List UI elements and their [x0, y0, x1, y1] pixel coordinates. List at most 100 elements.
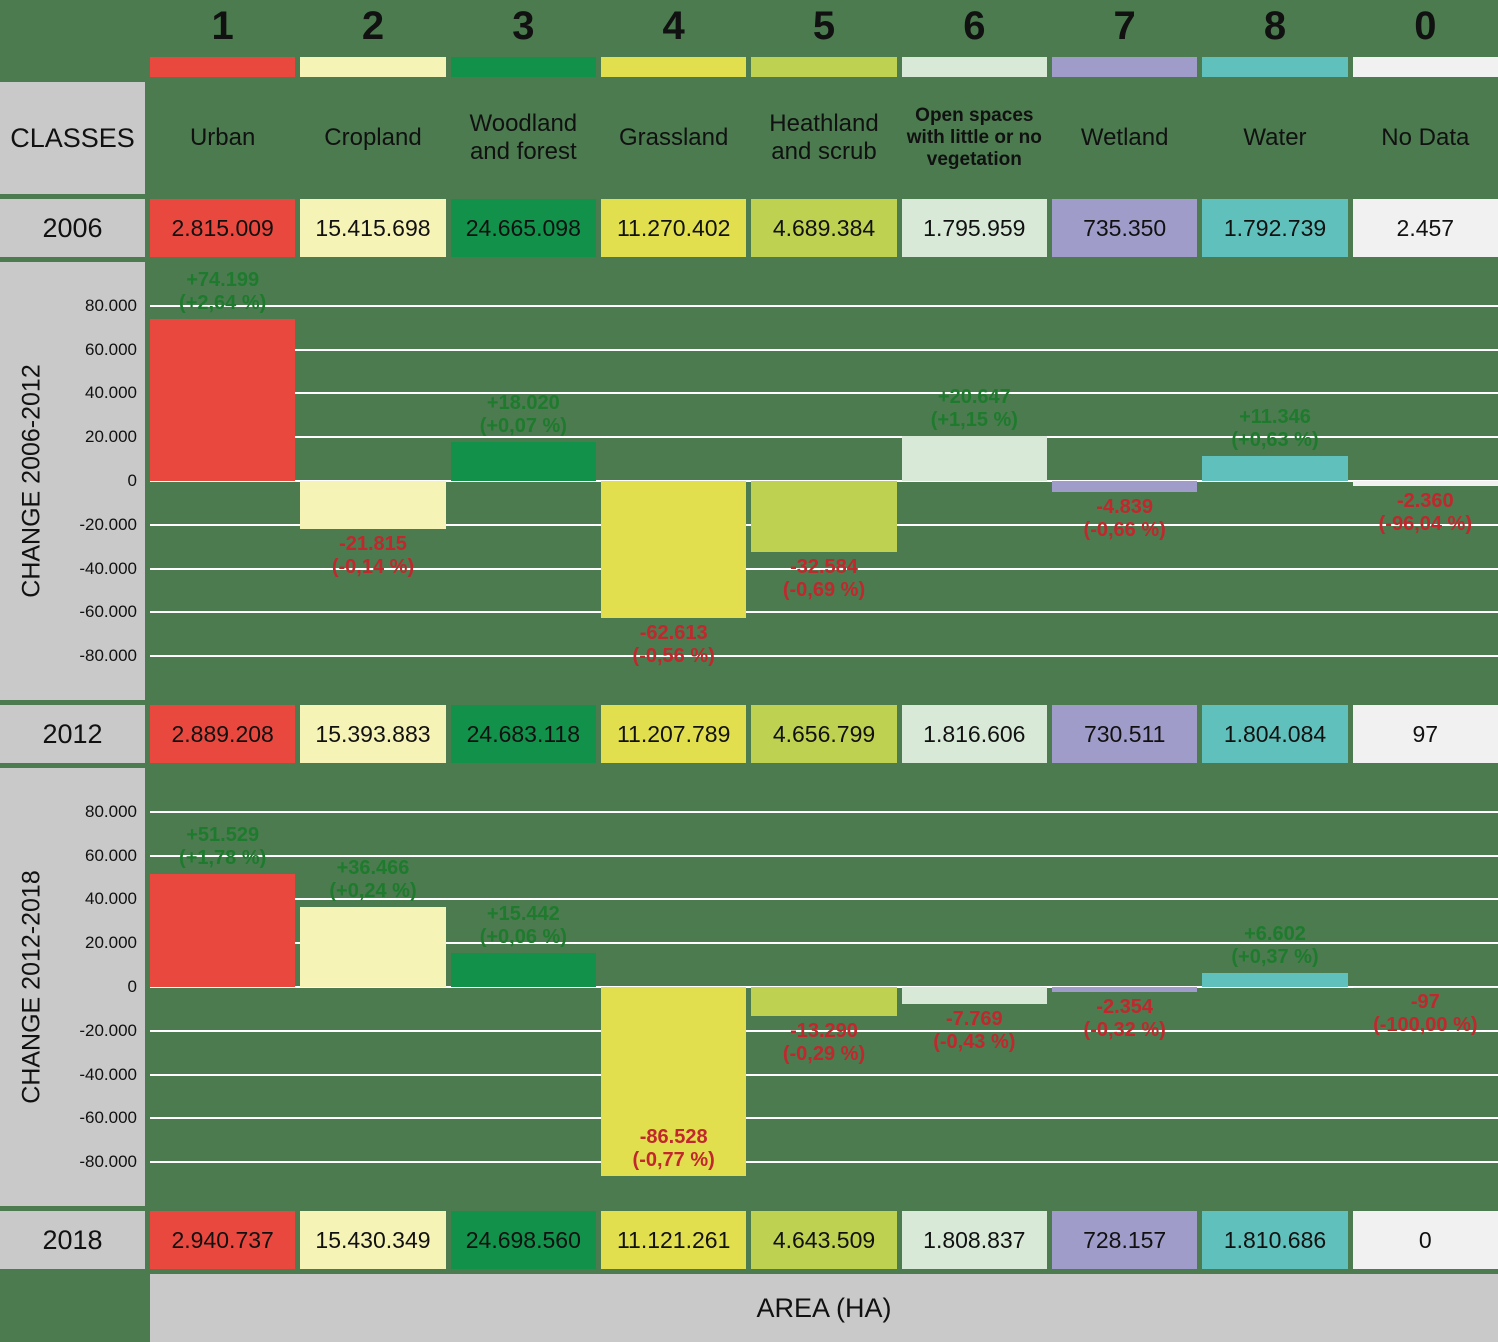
bar-change-value: -4.839	[1096, 495, 1154, 518]
chart1-y-axis: 80.000 60.000 40.000 20.000 0 -20.000 -40.000 -…	[0, 262, 145, 700]
y-axis-tick-20000: 20.000	[85, 933, 137, 953]
area-value-2018-woodland-and-forest: 24.698.560	[450, 1211, 596, 1269]
y-axis-tick-80000: 80.000	[85, 801, 137, 821]
bar-water	[1202, 456, 1348, 481]
bar-change-percent: (-0,56 %)	[632, 645, 715, 668]
area-value-2012-woodland-and-forest: 24.683.118	[450, 705, 596, 763]
gridline-20000	[150, 436, 1498, 439]
bar-label-urban: +74.199 (+2,64 %)	[132, 269, 313, 315]
bar-grassland	[601, 987, 747, 1177]
bar-change-value: +51.529	[186, 824, 260, 847]
bar-label-wetland: -4.839 (-0,66 %)	[1034, 496, 1215, 542]
area-value-2012-no-data: 97	[1352, 705, 1498, 763]
bar-label-grassland: -62.613 (-0,56 %)	[583, 622, 764, 668]
bar-label-grassland: -86.528 (-0,77 %)	[583, 1126, 764, 1172]
bar-change-percent: (-0,43 %)	[933, 1031, 1016, 1053]
y-axis-tick-60000: 60.000	[85, 845, 137, 865]
area-value-2006-grassland: 11.270.402	[600, 199, 747, 257]
gridline--80000	[150, 1161, 1498, 1164]
area-value-2006-heathland-and-scrub: 4.689.384	[751, 199, 897, 257]
bar-label-urban: +51.529 (+1,78 %)	[132, 824, 313, 870]
bar-no-data	[1352, 481, 1498, 487]
bar-change-percent: (+0,06 %)	[479, 926, 567, 949]
area-value-2018-cropland: 15.430.349	[300, 1211, 446, 1269]
column-number-1: 1	[211, 3, 234, 48]
bar-wetland	[1052, 987, 1198, 993]
bar-change-percent: (-0,69 %)	[782, 579, 866, 602]
y-axis-tick-0: 0	[127, 977, 137, 996]
column-number-2: 2	[361, 3, 385, 48]
bar-change-value: +18.020	[486, 391, 560, 414]
bar-change-percent: (-0,66 %)	[1083, 518, 1166, 541]
class-name-wetland: Wetland	[1080, 124, 1169, 152]
bar-change-value: -7.769	[945, 1008, 1003, 1030]
gridline--80000	[150, 655, 1498, 658]
bar-label-open-spaces-with-little-or-no-vegetation: -7.769 (-0,43 %)	[884, 1008, 1065, 1054]
bar-change-value: -97	[1410, 991, 1440, 1014]
y-axis-tick--20000: -20.000	[79, 514, 137, 534]
bar-change-percent: (+0,24 %)	[329, 880, 417, 903]
column-number-5: 5	[812, 3, 836, 48]
y-axis-tick--40000: -40.000	[79, 558, 137, 578]
area-value-2018-heathland-and-scrub: 4.643.509	[751, 1211, 897, 1269]
bar-change-percent: (+2,64 %)	[179, 291, 267, 314]
bar-change-percent: (-0,77 %)	[632, 1149, 715, 1172]
area-value-2018-grassland: 11.121.261	[600, 1211, 747, 1269]
gridline-80000	[150, 810, 1498, 813]
area-value-2018-wetland: 728.157	[1051, 1211, 1198, 1269]
area-value-2012-cropland: 15.393.883	[300, 705, 446, 763]
classes-header: CLASSES	[0, 82, 145, 194]
chart2-axis-panel: CHANGE 2012-2018 80.000 60.000 40.000 20.00…	[0, 768, 145, 1206]
year-2018-label: 2018	[0, 1211, 145, 1269]
bar-label-cropland: -21.815 (-0,14 %)	[282, 533, 463, 579]
bar-label-cropland: +36.466 (+0,24 %)	[282, 857, 463, 903]
area-value-2006-cropland: 15.415.698	[300, 199, 446, 257]
bar-change-value: -2.354	[1096, 996, 1154, 1019]
bar-change-value: +74.199	[186, 268, 260, 291]
column-number-0: 0	[1414, 3, 1437, 48]
gridline--40000	[150, 567, 1498, 570]
bar-urban	[150, 318, 296, 481]
bar-change-value: +20.647	[937, 385, 1011, 408]
bar-change-percent: (-0,14 %)	[331, 555, 415, 578]
area-value-2006-wetland: 735.350	[1051, 199, 1198, 257]
year-2012-label: 2012	[0, 705, 145, 763]
class-color-swatch-urban	[150, 57, 296, 77]
change-2012-2018-chart: +51.529 (+1,78 %) +36.466 (+0,24 %) +15.442(…	[150, 768, 1498, 1206]
bar-change-value: -86.528	[639, 1126, 708, 1149]
area-value-2006-woodland-and-forest: 24.665.098	[450, 199, 596, 257]
gridline--60000	[150, 611, 1498, 614]
year-2006-label: 2006	[0, 199, 145, 257]
bar-no-data	[1352, 987, 1498, 988]
area-value-2018-open-spaces-with-little-or-no-vegetation: 1.808.837	[901, 1211, 1047, 1269]
class-color-swatch-heathland-and-scrub	[751, 57, 897, 77]
bar-open-spaces-with-little-or-no-vegetation	[901, 435, 1047, 481]
gridline-20000	[150, 942, 1498, 945]
bar-change-value: +6.602	[1244, 922, 1306, 945]
area-ha-footer: AREA (HA)	[150, 1274, 1498, 1342]
class-color-swatch-grassland	[600, 57, 747, 77]
gridline-80000	[150, 304, 1498, 307]
area-value-2012-water: 1.804.084	[1202, 705, 1348, 763]
class-color-swatch-woodland-and-forest	[450, 57, 596, 77]
area-value-2012-wetland: 730.511	[1051, 705, 1198, 763]
area-value-2018-water: 1.810.686	[1202, 1211, 1348, 1269]
y-axis-tick-60000: 60.000	[85, 339, 137, 359]
y-axis-tick--80000: -80.000	[79, 1152, 137, 1172]
gridline--40000	[150, 1073, 1498, 1076]
bar-label-heathland-and-scrub: -32.584 (-0,69 %)	[733, 556, 914, 602]
class-name-no-data: No Data	[1381, 124, 1470, 152]
class-color-swatch-open-spaces-with-little-or-no-vegetation	[901, 57, 1047, 77]
bar-change-percent: (+1,78 %)	[179, 847, 267, 870]
bar-water	[1202, 972, 1348, 987]
area-value-2006-open-spaces-with-little-or-no-vegetation: 1.795.959	[901, 199, 1047, 257]
area-value-2012-heathland-and-scrub: 4.656.799	[751, 705, 897, 763]
class-name-urban: Urban	[189, 124, 256, 152]
bar-change-percent: (+0,07 %)	[479, 414, 567, 437]
y-axis-tick--60000: -60.000	[79, 602, 137, 622]
bar-label-no-data: -97 (-100,00 %)	[1335, 991, 1498, 1037]
column-number-7: 7	[1113, 3, 1136, 48]
area-value-2018-no-data: 0	[1352, 1211, 1498, 1269]
bar-change-percent: (-0,29 %)	[782, 1043, 866, 1066]
gridline-60000	[150, 348, 1498, 351]
